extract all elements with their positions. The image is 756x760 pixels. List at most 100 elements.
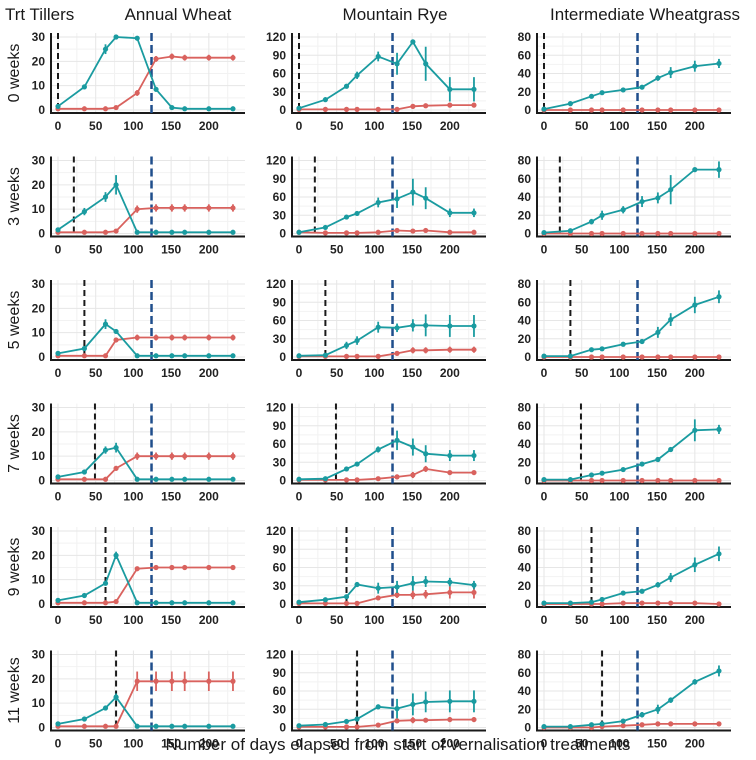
reproductive-data-point — [639, 107, 645, 113]
vegetative-data-point — [153, 476, 159, 482]
x-tick-label: 50 — [89, 366, 103, 380]
y-tick-label: 0 — [524, 597, 531, 611]
vegetative-data-point — [394, 437, 400, 443]
vegetative-data-point — [541, 229, 547, 236]
reproductive-series-line — [544, 602, 720, 605]
reproductive-data-point — [588, 354, 595, 360]
y-tick-label: 20 — [32, 301, 46, 315]
vegetative-data-point — [588, 722, 595, 728]
x-tick-label: 200 — [685, 613, 705, 627]
y-tick-label: 30 — [273, 702, 287, 716]
column-title-mountain-rye: Mountain Rye — [343, 5, 448, 24]
x-tick-label: 50 — [575, 737, 589, 751]
x-tick-label: 200 — [199, 119, 219, 133]
reproductive-data-point — [620, 107, 626, 113]
reproductive-data-point — [410, 717, 416, 723]
reproductive-data-point — [639, 722, 645, 728]
reproductive-series-line — [299, 104, 474, 111]
y-tick-label: 20 — [32, 54, 46, 68]
y-tick-label: 0 — [279, 350, 286, 364]
y-tick-label: 10 — [32, 696, 46, 710]
x-tick-label: 200 — [199, 737, 219, 751]
y-tick-label: 10 — [32, 449, 46, 463]
y-tick-label: 0 — [279, 103, 286, 117]
y-tick-label: 120 — [266, 154, 286, 168]
x-tick-label: 150 — [647, 119, 667, 133]
reproductive-data-point — [343, 724, 350, 730]
vegetative-data-point — [471, 210, 477, 216]
vegetative-data-point — [655, 329, 661, 335]
x-tick-label: 0 — [541, 613, 548, 627]
reproductive-data-point — [354, 724, 360, 730]
vegetative-data-point — [620, 590, 626, 596]
reproductive-data-point — [322, 106, 328, 112]
reproductive-data-point — [169, 678, 175, 684]
y-tick-label: 0 — [38, 350, 45, 364]
x-tick-label: 150 — [161, 490, 181, 504]
reproductive-data-point — [668, 354, 674, 360]
vegetative-data-point — [620, 207, 626, 213]
vegetative-data-point — [354, 337, 360, 344]
reproductive-data-point — [153, 564, 159, 571]
y-tick-label: 30 — [32, 401, 46, 415]
vegetative-data-point — [716, 551, 722, 557]
reproductive-series-line — [58, 566, 233, 604]
reproductive-data-point — [153, 205, 159, 211]
reproductive-data-point — [230, 55, 236, 61]
x-tick-label: 0 — [296, 737, 303, 751]
y-tick-label: 30 — [32, 524, 46, 538]
vegetative-data-point — [81, 592, 87, 599]
x-tick-label: 100 — [364, 243, 384, 257]
y-tick-label: 0 — [524, 721, 531, 735]
reproductive-data-point — [375, 106, 381, 112]
vegetative-data-point — [588, 93, 595, 99]
y-tick-label: 40 — [518, 437, 532, 451]
reproductive-data-point — [692, 721, 698, 727]
vegetative-series-line — [57, 695, 233, 728]
reproductive-data-point — [588, 230, 595, 237]
reproductive-data-point — [169, 564, 175, 571]
panel-2-0: 0 10 20 30 0 50 100 150 200 — [32, 277, 245, 380]
reproductive-data-point — [692, 107, 698, 113]
reproductive-data-point — [134, 90, 140, 96]
reproductive-data-point — [102, 353, 109, 359]
reproductive-data-point — [182, 453, 188, 459]
vegetative-data-point — [394, 61, 400, 67]
vegetative-series-line — [544, 670, 720, 728]
reproductive-data-point — [206, 564, 212, 571]
x-tick-label: 200 — [440, 490, 460, 504]
vegetative-data-point — [447, 579, 453, 585]
vegetative-data-point — [588, 472, 595, 478]
reproductive-data-point — [153, 678, 159, 684]
reproductive-data-point — [655, 354, 661, 360]
y-tick-label: 0 — [38, 721, 45, 735]
reproductive-data-point — [410, 228, 416, 234]
x-tick-label: 200 — [440, 119, 460, 133]
vegetative-data-point — [447, 698, 453, 704]
y-tick-label: 0 — [524, 350, 531, 364]
reproductive-data-point — [169, 53, 175, 60]
vegetative-data-point — [134, 723, 140, 729]
reproductive-data-point — [620, 723, 626, 729]
vegetative-data-point — [296, 229, 302, 235]
vegetative-data-point — [410, 322, 416, 328]
y-tick-label: 30 — [273, 332, 287, 346]
reproductive-data-point — [182, 205, 188, 211]
x-tick-label: 0 — [541, 737, 548, 751]
reproductive-data-point — [343, 106, 350, 112]
vegetative-data-point — [169, 104, 175, 111]
reproductive-data-point — [153, 334, 159, 341]
y-tick-label: 60 — [518, 172, 532, 186]
reproductive-data-point — [655, 477, 661, 484]
vegetative-data-point — [113, 34, 119, 40]
x-tick-label: 50 — [575, 613, 589, 627]
x-tick-label: 50 — [330, 366, 344, 380]
reproductive-series-line — [299, 348, 474, 358]
x-tick-label: 200 — [440, 243, 460, 257]
y-tick-label: 30 — [273, 85, 287, 99]
vegetative-data-point — [567, 723, 573, 730]
vegetative-data-point — [206, 600, 212, 606]
reproductive-data-point — [655, 107, 661, 113]
reproductive-data-point — [230, 678, 236, 684]
vegetative-data-point — [322, 721, 328, 728]
